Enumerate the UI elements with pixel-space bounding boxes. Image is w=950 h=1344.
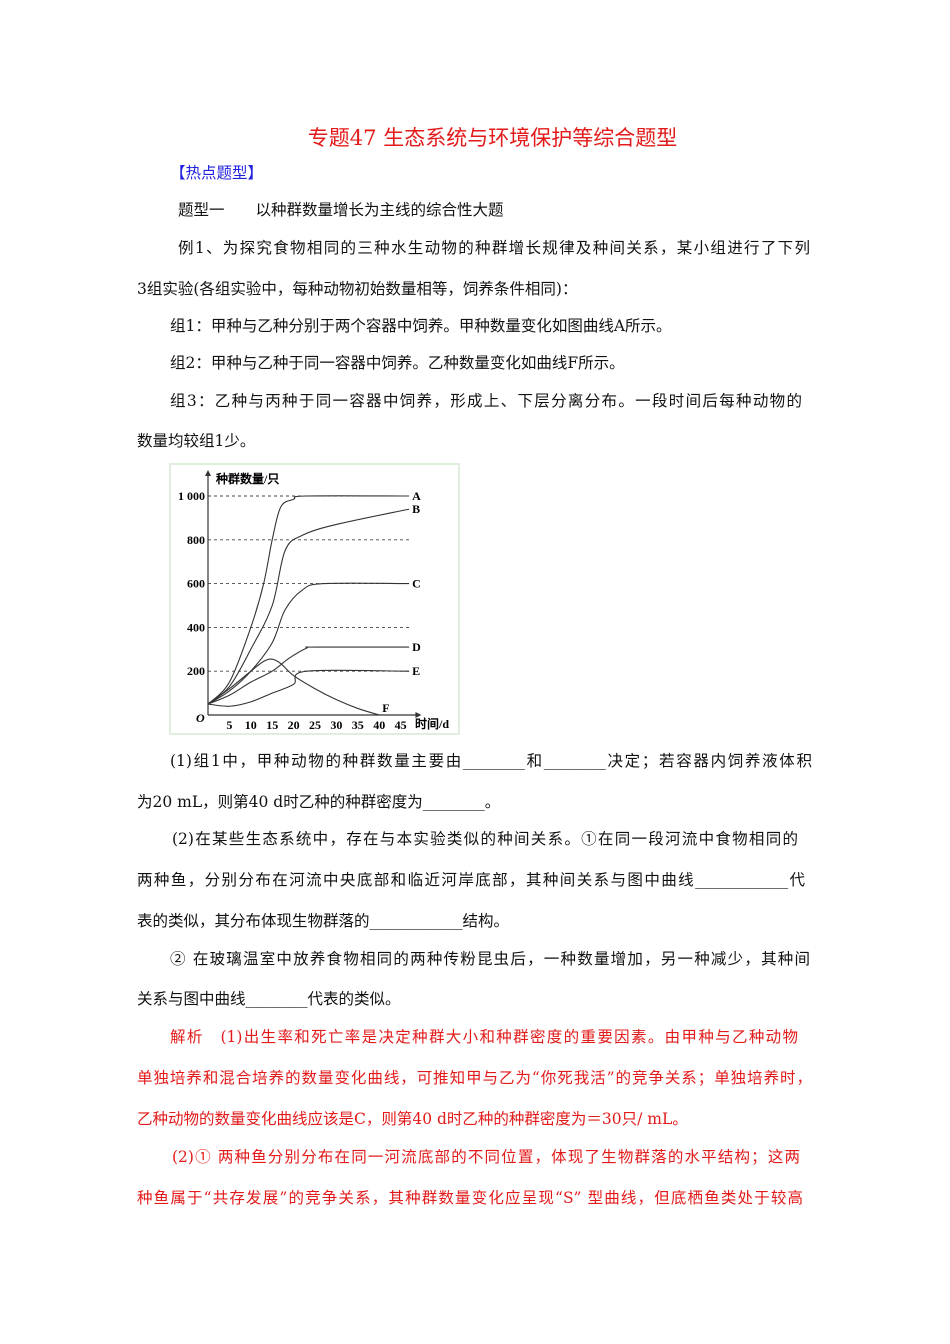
x-tick-label: 5 — [226, 718, 232, 732]
x-tick-label: 40 — [373, 718, 385, 732]
paragraph-line: 组1：甲种与乙种分别于两个容器中饲养。甲种数量变化如图曲线A所示。 — [170, 317, 672, 335]
curve-label-a: A — [412, 489, 421, 503]
paragraph-line: 组3：乙种与丙种于同一容器中饲养，形成上、下层分离分布。一段时间后每种动物的 — [170, 392, 802, 410]
curve-a — [207, 495, 410, 705]
type-heading: 题型一 以种群数量增长为主线的综合性大题 — [178, 201, 504, 219]
paragraph-line: 数量均较组1少。 — [137, 432, 256, 450]
x-tick-label: 45 — [395, 718, 407, 732]
curve-b — [207, 508, 410, 705]
y-tick-label: 200 — [187, 664, 205, 678]
x-axis-arrow-icon — [415, 712, 422, 718]
question-line: 关系与图中曲线________代表的类似。 — [137, 990, 401, 1008]
curve-e — [207, 669, 410, 707]
curve-label-e: E — [412, 664, 420, 678]
paragraph-line: 3组实验(各组实验中，每种动物初始数量相等，饲养条件相同)： — [137, 280, 578, 298]
population-chart: 200 400 600 800 1 000 5 10 15 20 25 30 35 40 45 AB C DE… — [169, 463, 460, 735]
curve-label-c: C — [412, 577, 421, 591]
analysis-line: 种鱼属于“共存发展”的竞争关系，其种群数量变化应呈现“S” 型曲线，但底栖鱼类处… — [137, 1189, 803, 1207]
x-tick-label: 15 — [266, 718, 278, 732]
page-title: 专题47 生态系统与环境保护等综合题型 — [307, 126, 678, 150]
analysis-line: 解析 (1)出生率和死亡率是决定种群大小和种群密度的重要因素。由甲种与乙种动物 — [170, 1028, 798, 1046]
y-tick-label: 400 — [187, 620, 205, 634]
curve-d — [207, 646, 410, 705]
curve-label-b: B — [412, 502, 420, 516]
curve-c — [207, 582, 410, 705]
y-tick-label: 1 000 — [178, 489, 205, 503]
x-axis-label: 时间/d — [415, 716, 449, 731]
y-axis-label: 种群数量/只 — [215, 471, 279, 486]
x-tick-label: 35 — [352, 718, 364, 732]
curve-f — [207, 658, 380, 716]
y-tick-label: 800 — [187, 533, 205, 547]
analysis-line: (2)① 两种鱼分别分布在同一河流底部的不同位置，体现了生物群落的水平结构；这两 — [172, 1148, 800, 1166]
chart-frame — [169, 463, 460, 735]
question-line: 为20 mL，则第40 d时乙种的种群密度为________。 — [137, 793, 501, 811]
x-tick-label: 25 — [309, 718, 321, 732]
x-tick-label: 20 — [288, 718, 300, 732]
analysis-line: 单独培养和混合培养的数量变化曲线，可推知甲与乙为“你死我活”的竞争关系；单独培养… — [137, 1069, 812, 1087]
origin-label: O — [196, 711, 205, 725]
question-line: (2)在某些生态系统中，存在与本实验类似的种间关系。①在同一段河流中食物相同的 — [172, 830, 798, 848]
question-line: ② 在玻璃温室中放养食物相同的两种传粉昆虫后，一种数量增加，另一种减少，其种间 — [170, 950, 810, 968]
question-line: (1)组1中，甲种动物的种群数量主要由________和________决定；若… — [170, 752, 812, 770]
y-axis-arrow-icon — [205, 470, 211, 476]
paragraph-line: 例1、为探究食物相同的三种水生动物的种群增长规律及种间关系，某小组进行了下列 — [178, 239, 810, 257]
section-tag: 【热点题型】 — [170, 164, 264, 182]
y-tick-label: 600 — [187, 577, 205, 591]
x-tick-label: 10 — [245, 718, 257, 732]
curve-label-d: D — [412, 640, 421, 654]
question-line: 表的类似，其分布体现生物群落的____________结构。 — [137, 912, 510, 930]
question-line: 两种鱼，分别分布在河流中央底部和临近河岸底部，其种间关系与图中曲线_______… — [137, 871, 805, 889]
curve-label-f: F — [382, 701, 389, 715]
analysis-line: 乙种动物的数量变化曲线应该是C，则第40 d时乙种的种群密度为＝30只/ mL。 — [137, 1110, 688, 1128]
paragraph-line: 组2：甲种与乙种于同一容器中饲养。乙种数量变化如曲线F所示。 — [170, 354, 625, 372]
x-tick-label: 30 — [330, 718, 342, 732]
